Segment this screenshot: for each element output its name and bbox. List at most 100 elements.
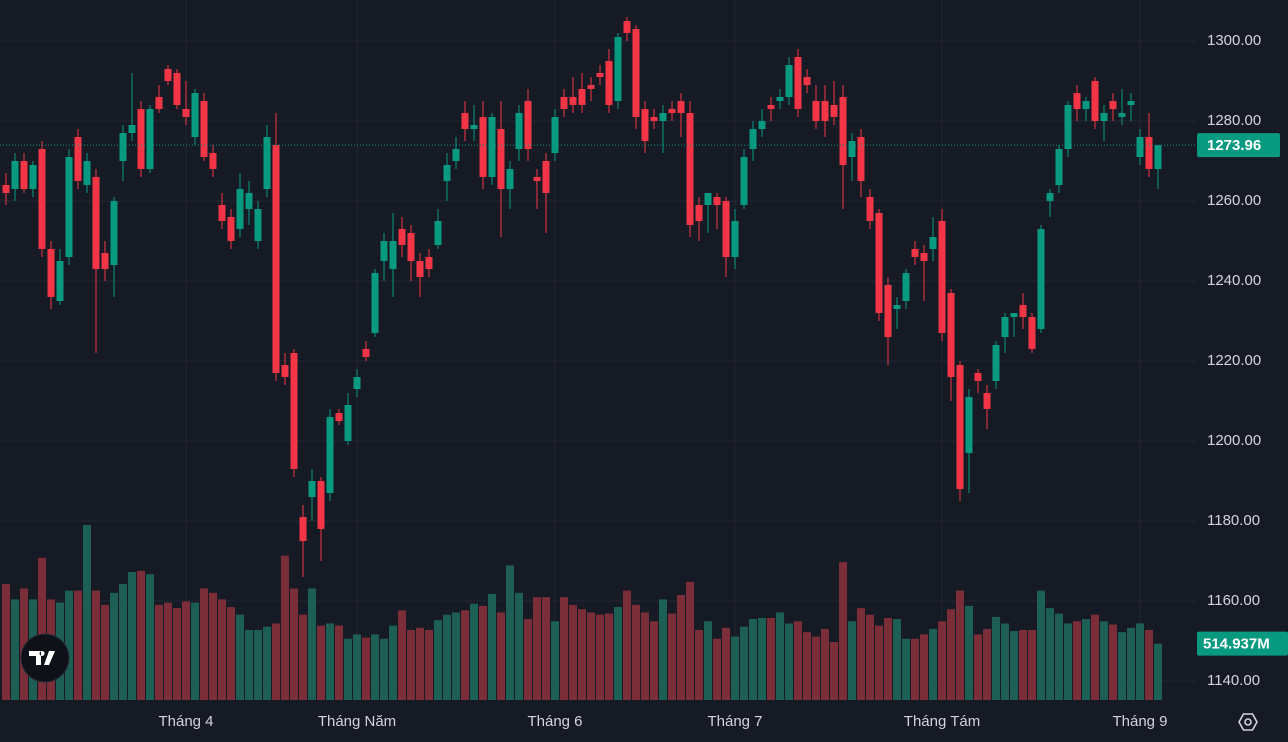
settings-button[interactable] xyxy=(1238,713,1258,731)
candle-body xyxy=(1019,305,1027,317)
candle-body xyxy=(317,481,325,529)
volume-bar xyxy=(560,597,568,700)
candle-body xyxy=(929,237,937,249)
settings-dot xyxy=(1244,718,1252,726)
volume-bar xyxy=(20,588,28,700)
volume-bar xyxy=(848,621,856,700)
candle-body xyxy=(299,517,307,541)
candle-body xyxy=(209,153,217,169)
volume-bar xyxy=(767,617,775,700)
candle-body xyxy=(848,141,856,157)
candle-body xyxy=(470,125,478,129)
volume-bar xyxy=(686,581,694,700)
logo[interactable] xyxy=(20,633,70,683)
volume-bar xyxy=(155,604,163,700)
candle-body xyxy=(452,149,460,161)
candle-body xyxy=(371,273,379,333)
volume-bar xyxy=(227,607,235,700)
candle-body xyxy=(695,205,703,221)
volume-bar xyxy=(803,632,811,700)
candle-body xyxy=(1073,93,1081,109)
volume-bar xyxy=(947,609,955,700)
volume-bar xyxy=(632,604,640,700)
candle-body xyxy=(578,89,586,105)
candle-body xyxy=(1028,317,1036,349)
candle-body xyxy=(875,213,883,313)
candle-body xyxy=(83,161,91,185)
candle-body xyxy=(56,261,64,301)
candle-body xyxy=(281,365,289,377)
volume-bar xyxy=(965,605,973,700)
candle-body xyxy=(659,113,667,121)
volume-bar xyxy=(542,597,550,700)
volume-bar xyxy=(713,638,721,700)
volume-bar xyxy=(650,621,658,700)
candle-body xyxy=(2,185,10,193)
candle-body xyxy=(866,197,874,221)
volume-bar xyxy=(380,638,388,700)
volume-bar xyxy=(614,607,622,700)
volume-bar xyxy=(137,570,145,700)
volume-bar xyxy=(488,593,496,700)
volume-bar xyxy=(263,626,271,700)
volume-bar xyxy=(254,630,262,700)
volume-bar xyxy=(1019,630,1027,700)
volume-bar xyxy=(74,590,82,700)
candle-body xyxy=(965,397,973,453)
candle-body xyxy=(632,29,640,117)
candle-body xyxy=(785,65,793,97)
volume-bar xyxy=(371,634,379,700)
candle-body xyxy=(326,417,334,493)
volume-bar xyxy=(353,634,361,700)
candle-body xyxy=(425,257,433,269)
volume-bar xyxy=(182,601,190,700)
volume-bar xyxy=(695,630,703,700)
volume-bar xyxy=(479,605,487,700)
x-tick-label: Tháng 6 xyxy=(527,713,582,730)
volume-bar xyxy=(1082,619,1090,700)
settings-hexagon[interactable] xyxy=(1238,713,1258,731)
volume-bar xyxy=(1127,627,1135,700)
volume-bar xyxy=(299,614,307,700)
y-tick-label: 1280.00 xyxy=(1207,112,1261,129)
candle-body xyxy=(884,285,892,337)
candle-body xyxy=(47,249,55,297)
volume-bar xyxy=(209,592,217,700)
logo-circle[interactable] xyxy=(20,633,70,683)
candle-body xyxy=(362,349,370,357)
candle-body xyxy=(1082,101,1090,109)
volume-bar xyxy=(677,595,685,700)
volume-bar xyxy=(587,612,595,700)
candle-body xyxy=(164,69,172,81)
volume-bar xyxy=(11,599,19,700)
volume-bar xyxy=(362,637,370,700)
candle-body xyxy=(623,21,631,33)
candle-body xyxy=(11,161,19,189)
candle-body xyxy=(560,97,568,109)
candle-body xyxy=(1037,229,1045,329)
volume-bar xyxy=(731,636,739,700)
candle-body xyxy=(137,109,145,169)
label-layer: 1140.00 1160.00 1180.00 1200.00 1220.00 1240.… xyxy=(0,32,1288,730)
volume-bar xyxy=(1091,614,1099,700)
y-tick-label: 1240.00 xyxy=(1207,272,1261,289)
candle-body xyxy=(1055,149,1063,185)
candle-body xyxy=(20,161,28,189)
x-tick-label: Tháng Tám xyxy=(904,713,980,730)
candle-body xyxy=(29,165,37,189)
candle-body xyxy=(191,93,199,137)
volume-bar xyxy=(956,590,964,700)
candle-body xyxy=(146,109,154,169)
candle-body xyxy=(713,197,721,205)
candle-body xyxy=(200,101,208,157)
candle-body xyxy=(1064,105,1072,149)
candle-body xyxy=(353,377,361,389)
volume-bar xyxy=(821,628,829,700)
candle-body xyxy=(596,73,604,77)
volume-bar xyxy=(434,620,442,700)
volume-bar xyxy=(497,612,505,700)
volume-bar xyxy=(1028,630,1036,700)
candle-body xyxy=(722,201,730,257)
volume-bar xyxy=(308,588,316,700)
